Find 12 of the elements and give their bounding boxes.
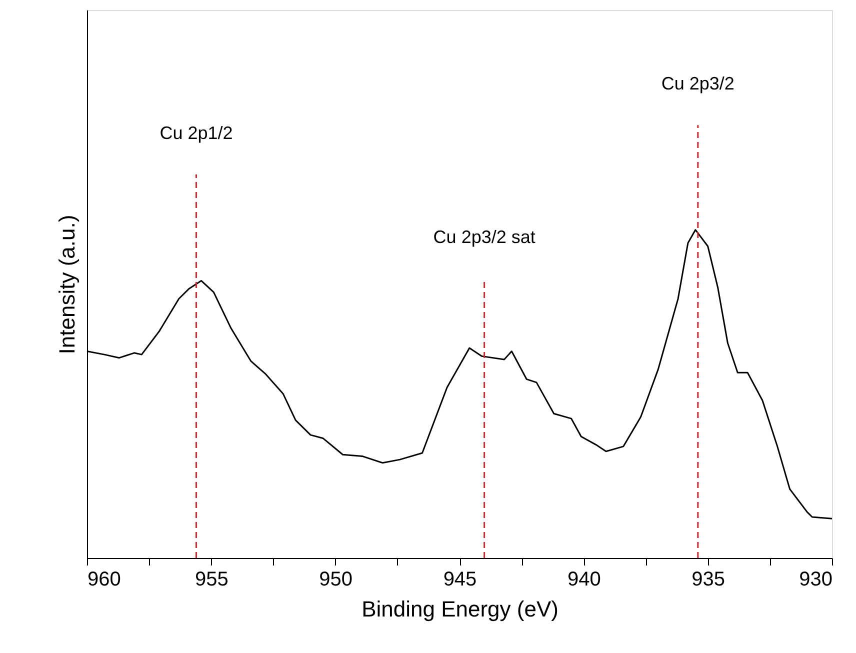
y-axis-title: Intensity (a.u.)	[54, 214, 80, 354]
x-tick-label: 955	[194, 568, 228, 590]
ref-line-label: Cu 2p3/2	[661, 74, 734, 94]
x-tick-label: 935	[692, 568, 726, 590]
x-tick-label: 945	[443, 568, 477, 590]
x-tick-label: 960	[88, 568, 121, 590]
ref-line-label: Cu 2p3/2 sat	[433, 227, 536, 248]
x-axis-title: Binding Energy (eV)	[362, 596, 558, 622]
x-tick-label: 940	[567, 568, 601, 590]
x-tick-label: 950	[319, 568, 353, 590]
x-tick-label: 930	[799, 568, 832, 590]
ref-line-label: Cu 2p1/2	[160, 123, 233, 143]
